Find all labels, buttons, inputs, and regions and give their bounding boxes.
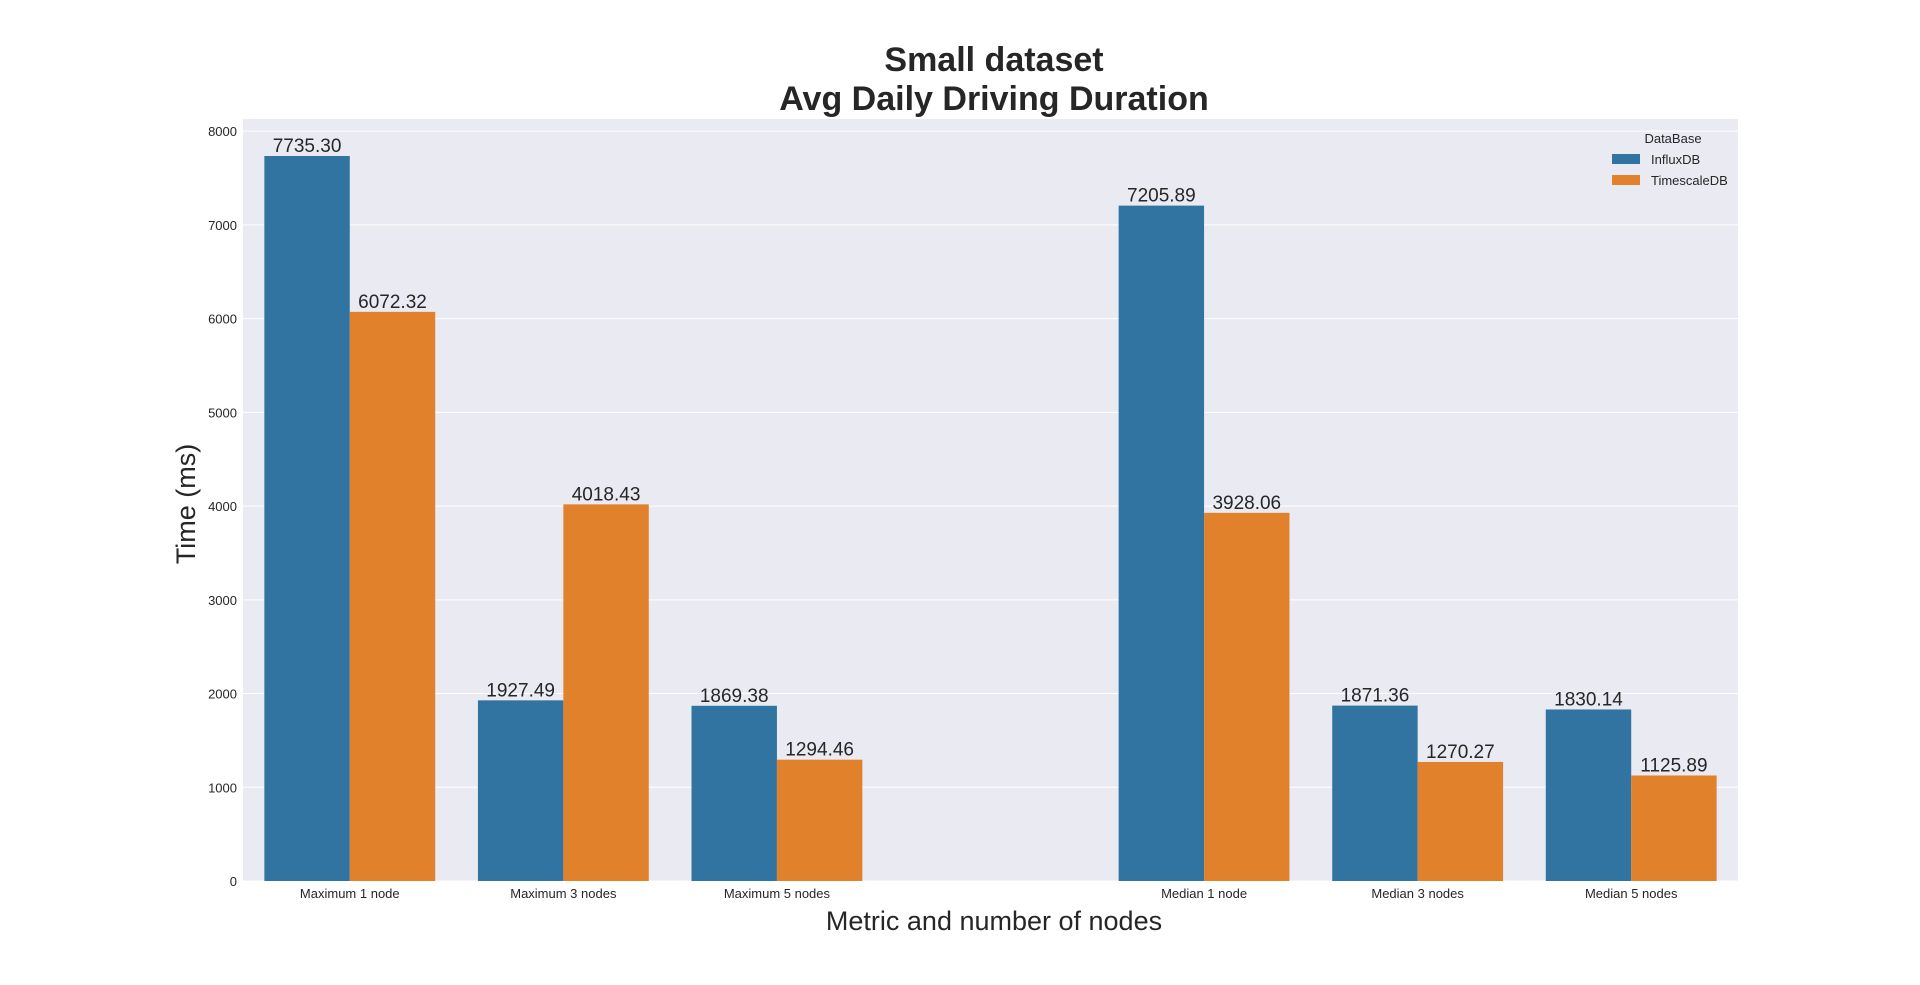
data-label: 6072.32	[358, 292, 427, 313]
legend-title: DataBase	[1644, 131, 1701, 146]
y-tick-label: 0	[230, 874, 237, 889]
y-axis-label: Time (ms)	[171, 444, 201, 564]
chart-title-line-2: Avg Daily Driving Duration	[779, 80, 1208, 118]
bar-influxdb	[691, 705, 777, 881]
x-tick-label: Median 1 node	[1161, 886, 1247, 901]
y-axis-ticks: 0 1000 2000 3000 4000 5000 6000 7000 8000	[208, 124, 237, 889]
bar-influxdb	[477, 700, 564, 881]
y-tick-label: 3000	[208, 593, 237, 608]
plot-area	[243, 119, 1738, 881]
data-labels: 7735.30 6072.32 1927.49 4018.43 1869.38 1294.…	[273, 136, 1708, 776]
data-label: 1871.36	[1341, 686, 1410, 707]
data-label: 1830.14	[1554, 689, 1623, 710]
y-tick-label: 1000	[208, 780, 237, 795]
bar-influxdb	[1545, 709, 1632, 881]
data-label: 1869.38	[700, 686, 769, 707]
bar-timescaledb	[563, 504, 649, 881]
x-tick-label: Maximum 1 node	[300, 886, 400, 901]
bar-timescaledb	[776, 759, 863, 881]
y-tick-label: 6000	[208, 312, 237, 327]
legend-swatch-influxdb	[1612, 154, 1640, 164]
y-tick-label: 7000	[208, 218, 237, 233]
bar-influxdb	[1332, 705, 1418, 881]
legend: DataBase InfluxDB TimescaleDB	[1612, 131, 1728, 188]
bar-timescaledb	[1417, 761, 1504, 881]
y-tick-label: 2000	[208, 687, 237, 702]
data-label: 4018.43	[572, 484, 641, 505]
legend-label-influxdb: InfluxDB	[1651, 152, 1700, 167]
x-tick-label: Median 3 nodes	[1371, 886, 1464, 901]
data-label: 3928.06	[1212, 493, 1281, 514]
data-label: 1927.49	[486, 680, 555, 701]
data-label: 1294.46	[785, 740, 854, 761]
x-axis-label: Metric and number of nodes	[826, 906, 1162, 936]
bars	[264, 155, 1717, 881]
bar-timescaledb	[1631, 775, 1717, 881]
x-tick-label: Maximum 5 nodes	[724, 886, 831, 901]
legend-swatch-timescaledb	[1612, 175, 1640, 185]
chart-title-line-1: Small dataset	[884, 41, 1103, 79]
data-label: 1270.27	[1426, 742, 1495, 763]
y-tick-label: 4000	[208, 499, 237, 514]
legend-label-timescaledb: TimescaleDB	[1651, 173, 1728, 188]
bar-timescaledb	[1204, 512, 1290, 881]
x-axis-ticks: Maximum 1 node Maximum 3 nodes Maximum 5 n…	[300, 886, 1678, 901]
x-tick-label: Median 5 nodes	[1585, 886, 1678, 901]
x-tick-label: Maximum 3 nodes	[510, 886, 617, 901]
bar-influxdb	[264, 155, 350, 881]
y-tick-label: 5000	[208, 405, 237, 420]
y-tick-label: 8000	[208, 124, 237, 139]
data-label: 7735.30	[273, 136, 342, 157]
data-label: 7205.89	[1127, 186, 1196, 207]
bar-timescaledb	[349, 311, 436, 881]
bar-influxdb	[1118, 205, 1205, 881]
data-label: 1125.89	[1640, 755, 1707, 776]
